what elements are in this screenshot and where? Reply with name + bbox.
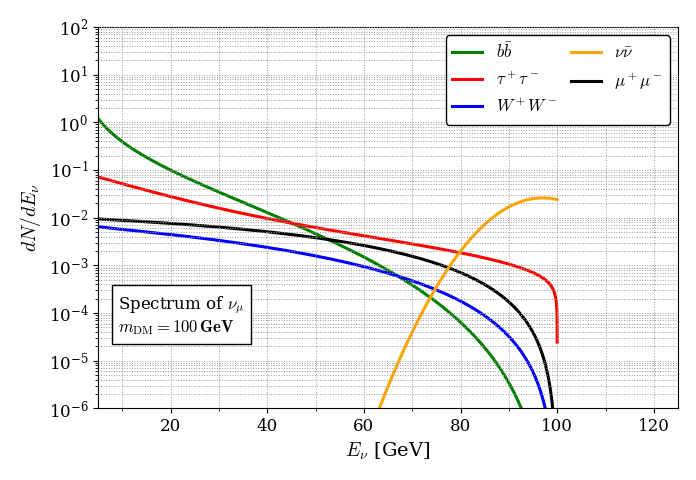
Text: Spectrum of $\nu_\mu$
$m_{\rm DM} = 100\,{\bf GeV}$: Spectrum of $\nu_\mu$ $m_{\rm DM} = 100\… <box>118 294 244 337</box>
X-axis label: $E_\nu$ [GeV]: $E_\nu$ [GeV] <box>345 441 431 462</box>
Legend: $b\bar{b}$, $\tau^+\tau^-$, $W^+W^-$, $\nu\bar{\nu}$, $\mu^+\mu^-$, : $b\bar{b}$, $\tau^+\tau^-$, $W^+W^-$, $\… <box>445 36 670 125</box>
Y-axis label: $dN/dE_\nu$: $dN/dE_\nu$ <box>18 183 43 252</box>
